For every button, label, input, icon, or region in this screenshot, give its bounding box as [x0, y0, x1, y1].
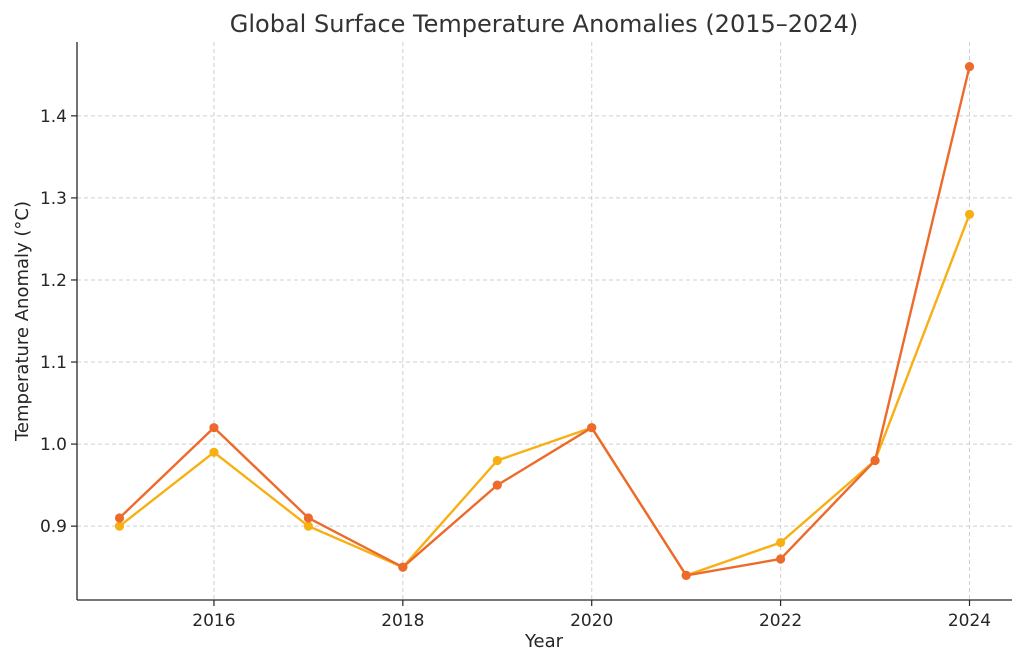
data-point — [114, 513, 125, 523]
data-point — [681, 570, 691, 580]
chart-title: Global Surface Temperature Anomalies (20… — [230, 10, 858, 38]
data-point — [776, 537, 786, 548]
series-1 — [114, 209, 975, 580]
data-point — [587, 423, 597, 433]
series-line — [118, 65, 971, 577]
x-tick-label: 2016 — [192, 611, 235, 631]
data-point — [776, 554, 786, 564]
data-point — [398, 562, 408, 572]
y-tick-label: 0.9 — [40, 517, 67, 537]
y-tick-label: 1.1 — [40, 353, 67, 373]
y-tick-label: 1.0 — [40, 435, 67, 455]
series-layer — [114, 62, 975, 580]
axes — [76, 42, 1012, 601]
data-point — [492, 455, 502, 466]
grid — [77, 42, 1012, 600]
data-point — [114, 521, 125, 531]
data-point — [209, 423, 219, 433]
x-tick-label: 2022 — [759, 611, 802, 631]
ticks: 2016 2018 2020 2022 2024 0.9 1.0 1.1 1.2 1.3 1.4 — [40, 107, 991, 631]
data-point — [964, 209, 975, 219]
series-2 — [114, 62, 975, 580]
data-point — [303, 513, 313, 523]
data-point — [492, 480, 502, 490]
data-point — [209, 447, 219, 457]
data-point — [303, 521, 313, 531]
y-tick-label: 1.2 — [40, 271, 67, 291]
series-line — [118, 213, 971, 577]
x-tick-label: 2024 — [948, 611, 991, 631]
x-tick-label: 2020 — [570, 611, 613, 631]
data-point — [870, 455, 880, 466]
data-point — [964, 62, 975, 72]
y-tick-label: 1.4 — [40, 107, 67, 127]
x-tick-label: 2018 — [381, 611, 424, 631]
y-tick-label: 1.3 — [40, 189, 67, 209]
x-axis-label: Year — [524, 631, 564, 652]
y-axis-label: Temperature Anomaly (°C) — [12, 201, 33, 442]
